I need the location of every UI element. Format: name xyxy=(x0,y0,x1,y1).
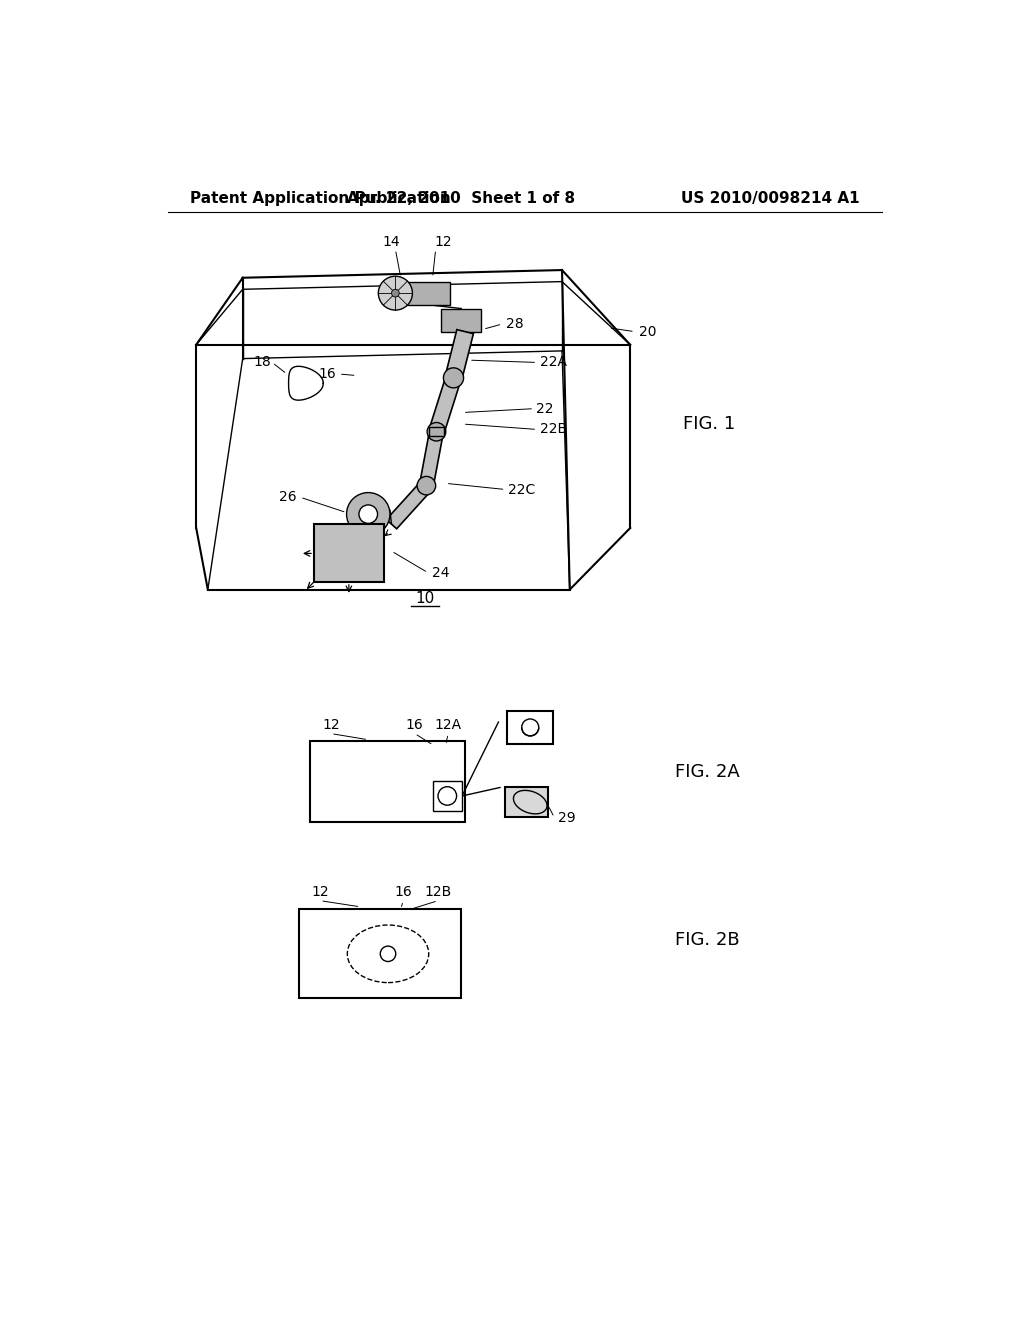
Bar xyxy=(441,309,481,331)
Circle shape xyxy=(391,289,399,297)
Bar xyxy=(310,742,465,822)
Circle shape xyxy=(443,368,464,388)
Text: US 2010/0098214 A1: US 2010/0098214 A1 xyxy=(681,191,859,206)
Text: FIG. 2B: FIG. 2B xyxy=(676,931,740,949)
Text: 16: 16 xyxy=(406,718,424,733)
Bar xyxy=(407,281,450,305)
Text: 20: 20 xyxy=(640,325,657,339)
Text: 12: 12 xyxy=(323,718,340,733)
Bar xyxy=(429,428,444,437)
Text: Apr. 22, 2010  Sheet 1 of 8: Apr. 22, 2010 Sheet 1 of 8 xyxy=(347,191,575,206)
Text: 12A: 12A xyxy=(434,718,462,733)
Circle shape xyxy=(378,276,413,310)
Circle shape xyxy=(359,506,378,524)
Text: 16: 16 xyxy=(317,367,336,381)
Polygon shape xyxy=(445,330,473,380)
Text: Patent Application Publication: Patent Application Publication xyxy=(190,191,451,206)
Text: 16: 16 xyxy=(394,886,412,899)
Polygon shape xyxy=(386,480,431,529)
Bar xyxy=(507,711,554,743)
Text: 14: 14 xyxy=(383,235,400,249)
Text: FIG. 2A: FIG. 2A xyxy=(675,763,740,781)
Text: 12: 12 xyxy=(434,235,452,249)
Circle shape xyxy=(427,422,445,441)
Bar xyxy=(314,524,384,582)
Text: 22C: 22C xyxy=(508,483,535,496)
Bar xyxy=(506,788,548,817)
Circle shape xyxy=(380,946,395,961)
Text: 22: 22 xyxy=(537,401,554,416)
Text: 26: 26 xyxy=(280,490,297,504)
Bar xyxy=(299,909,461,998)
Text: 12B: 12B xyxy=(424,886,452,899)
Text: 28: 28 xyxy=(506,317,524,331)
Text: 12: 12 xyxy=(311,886,329,899)
Circle shape xyxy=(438,787,457,805)
Text: 24: 24 xyxy=(432,566,450,579)
Polygon shape xyxy=(420,430,443,487)
Text: 10: 10 xyxy=(415,591,434,606)
Text: 29: 29 xyxy=(558,812,575,825)
Polygon shape xyxy=(429,376,461,434)
Text: FIG. 1: FIG. 1 xyxy=(683,414,735,433)
Text: 22A: 22A xyxy=(541,355,567,370)
Circle shape xyxy=(417,477,435,495)
Text: 18: 18 xyxy=(254,355,271,370)
Text: 22B: 22B xyxy=(541,422,567,437)
Bar xyxy=(432,781,462,810)
Circle shape xyxy=(346,492,390,536)
